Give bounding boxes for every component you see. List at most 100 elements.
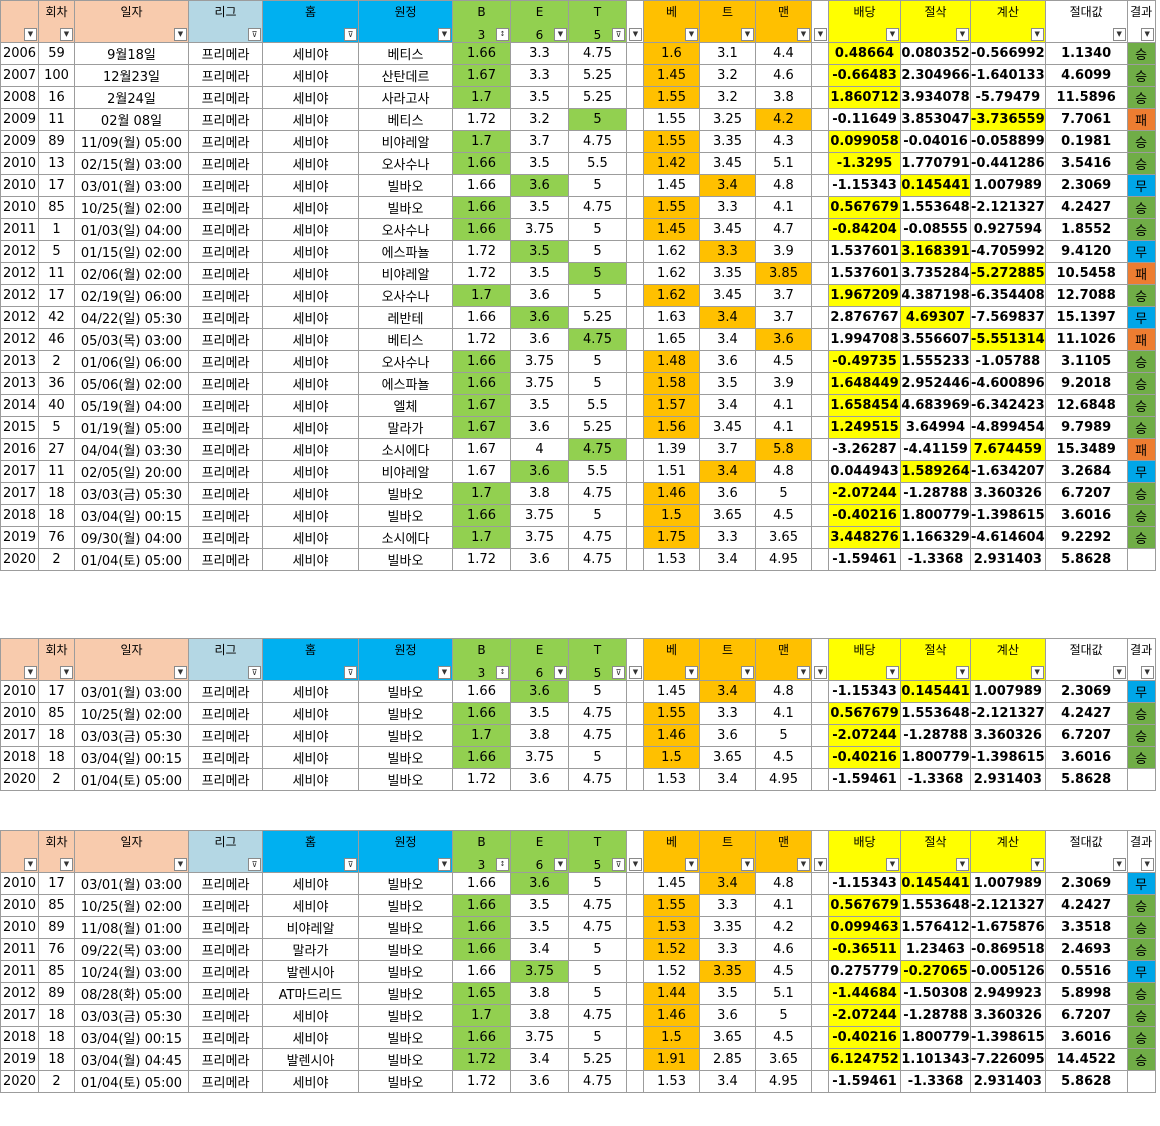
table-row[interactable]: 2010 85 10/25(월) 02:00 프리메라 세비야 빌바오 1.66 3.5 4.7… [0,196,1156,219]
chevron-down-icon[interactable]: ▼ [797,858,810,871]
chevron-down-icon[interactable]: ▼ [886,666,899,679]
table-row[interactable]: 2012 11 02/06(월) 02:00 프리메라 세비야 비야레알 1.72 3.5 5 1… [0,262,1156,285]
table-row[interactable]: 2017 18 03/03(금) 05:30 프리메라 세비야 빌바오 1.7 3.8 4.75… [0,724,1156,747]
chevron-down-icon[interactable]: ▼ [24,28,37,41]
header-bet-1[interactable]: 베 ▼ [643,0,700,43]
header-b[interactable]: B 3 ↕ [452,830,511,873]
chevron-down-icon[interactable]: ▼ [886,858,899,871]
chevron-down-icon[interactable]: ▼ [797,28,810,41]
table-row[interactable]: 2020 2 01/04(토) 05:00 프리메라 세비야 빌바오 1.72 3.6 4.75… [0,1070,1156,1093]
header-calc[interactable]: 계산 ▼ [970,0,1046,43]
table-row[interactable]: 2017 18 03/03(금) 05:30 프리메라 세비야 빌바오 1.7 3.8 4.75… [0,1004,1156,1027]
chevron-down-icon[interactable]: ▼ [554,666,567,679]
chevron-down-icon[interactable]: ▼ [1112,858,1126,871]
chevron-down-icon[interactable]: ▼ [685,666,698,679]
chevron-down-icon[interactable]: ▼ [24,858,37,871]
table-row[interactable]: 2009 89 11/09(월) 05:00 프리메라 세비야 비야레알 1.7 3.7 4.7… [0,130,1156,153]
table-row[interactable]: 2012 46 05/03(목) 03:00 프리메라 세비야 베티스 1.72 3.6 4.7… [0,328,1156,351]
chevron-down-icon[interactable]: ▼ [174,28,187,41]
header-away[interactable]: 원정 ▼ [358,638,453,681]
chevron-down-icon[interactable]: ▼ [685,858,698,871]
header-e[interactable]: E 6 ▼ [510,830,569,873]
header-t[interactable]: T 5 ⊽ [568,638,627,681]
header-cut[interactable]: 절삭 ▼ [900,830,971,873]
chevron-down-icon[interactable]: ▼ [1140,666,1154,679]
chevron-down-icon[interactable]: ▼ [438,28,451,41]
table-row[interactable]: 2018 18 03/04(일) 00:15 프리메라 세비야 빌바오 1.66 3.75 5 1… [0,746,1156,769]
header-bet-1[interactable]: 베 ▼ [643,830,700,873]
header-result[interactable]: 결과 ▼ [1126,830,1156,873]
table-row[interactable]: 2020 2 01/04(토) 05:00 프리메라 세비야 빌바오 1.72 3.6 4.75… [0,768,1156,791]
table-row[interactable]: 2014 40 05/19(월) 04:00 프리메라 세비야 엘체 1.67 3.5 5.5 1… [0,394,1156,417]
header-t[interactable]: T 5 ⊽ [568,830,627,873]
header-league[interactable]: 리그 ⊽ [188,638,263,681]
chevron-down-icon[interactable]: ▼ [1112,28,1126,41]
chevron-down-icon[interactable]: ▼ [741,28,754,41]
header-round[interactable]: 회차 ▼ [38,0,75,43]
header-home[interactable]: 홈 ⊽ [262,638,359,681]
header-absval[interactable]: 절대값 ▼ [1044,0,1128,43]
header-bet-3[interactable]: 맨 ▼ [755,0,812,43]
filter-icon[interactable]: ⊽ [612,666,625,679]
chevron-down-icon[interactable]: ▼ [60,28,73,41]
chevron-down-icon[interactable]: ▼ [438,666,451,679]
chevron-down-icon[interactable]: ▼ [1140,858,1154,871]
table-row[interactable]: 2019 18 03/04(월) 04:45 프리메라 발렌시아 빌바오 1.72 3.4 5.… [0,1048,1156,1071]
chevron-down-icon[interactable]: ▼ [174,666,187,679]
chevron-down-icon[interactable]: ▼ [741,858,754,871]
table-row[interactable]: 2009 11 02월 08일 프리메라 세비야 베티스 1.72 3.2 5 1.55 3.25 4… [0,108,1156,131]
table-row[interactable]: 2007 100 12월23일 프리메라 세비야 산탄데르 1.67 3.3 5.25 1.45 3… [0,64,1156,87]
chevron-down-icon[interactable]: ▼ [814,666,827,679]
chevron-down-icon[interactable]: ▼ [956,28,969,41]
sort-icon[interactable]: ↕ [496,28,509,41]
chevron-down-icon[interactable]: ▼ [1030,666,1044,679]
table-row[interactable]: 2018 18 03/04(일) 00:15 프리메라 세비야 빌바오 1.66 3.75 5 1… [0,1026,1156,1049]
header-round[interactable]: 회차 ▼ [38,638,75,681]
header-t[interactable]: T 5 ⊽ [568,0,627,43]
filter-icon[interactable]: ⊽ [344,28,357,41]
sort-icon[interactable]: ↕ [496,858,509,871]
table-row[interactable]: 2020 2 01/04(토) 05:00 프리메라 세비야 빌바오 1.72 3.6 4.75… [0,548,1156,571]
chevron-down-icon[interactable]: ▼ [629,28,642,41]
header-home[interactable]: 홈 ⊽ [262,830,359,873]
header-bet-2[interactable]: 트 ▼ [699,638,756,681]
chevron-down-icon[interactable]: ▼ [629,666,642,679]
chevron-down-icon[interactable]: ▼ [797,666,810,679]
header-b[interactable]: B 3 ↕ [452,0,511,43]
header-gap[interactable]: ▼ [811,830,829,873]
header-bet-1[interactable]: 베 ▼ [643,638,700,681]
filter-icon[interactable]: ⊽ [344,858,357,871]
table-row[interactable]: 2010 85 10/25(월) 02:00 프리메라 세비야 빌바오 1.66 3.5 4.7… [0,894,1156,917]
table-row[interactable]: 2006 59 9월18일 프리메라 세비야 베티스 1.66 3.3 4.75 1.6 3.1 4.… [0,42,1156,65]
table-row[interactable]: 2018 18 03/04(일) 00:15 프리메라 세비야 빌바오 1.66 3.75 5 1… [0,504,1156,527]
chevron-down-icon[interactable]: ▼ [60,858,73,871]
filter-icon[interactable]: ⊽ [248,28,261,41]
filter-icon[interactable]: ⊽ [248,666,261,679]
header-dividend[interactable]: 배당 ▼ [828,0,901,43]
chevron-down-icon[interactable]: ▼ [1140,28,1154,41]
header-home[interactable]: 홈 ⊽ [262,0,359,43]
table-row[interactable]: 2012 42 04/22(일) 05:30 프리메라 세비야 레반테 1.66 3.6 5.2… [0,306,1156,329]
header-result[interactable]: 결과 ▼ [1126,0,1156,43]
filter-icon[interactable]: ⊽ [344,666,357,679]
table-row[interactable]: 2010 17 03/01(월) 03:00 프리메라 세비야 빌바오 1.66 3.6 5 1.… [0,174,1156,197]
header-cut[interactable]: 절삭 ▼ [900,638,971,681]
header-result[interactable]: 결과 ▼ [1126,638,1156,681]
table-row[interactable]: 2017 18 03/03(금) 05:30 프리메라 세비야 빌바오 1.7 3.8 4.75… [0,482,1156,505]
chevron-down-icon[interactable]: ▼ [1030,858,1044,871]
table-row[interactable]: 2010 17 03/01(월) 03:00 프리메라 세비야 빌바오 1.66 3.6 5 1.… [0,872,1156,895]
header-gap[interactable]: ▼ [811,638,829,681]
header-bet-2[interactable]: 트 ▼ [699,830,756,873]
header-e[interactable]: E 6 ▼ [510,638,569,681]
table-row[interactable]: 2011 1 01/03(일) 04:00 프리메라 세비야 오사수나 1.66 3.75 5 1… [0,218,1156,241]
header-absval[interactable]: 절대값 ▼ [1044,830,1128,873]
chevron-down-icon[interactable]: ▼ [174,858,187,871]
header-gap[interactable]: ▼ [626,830,644,873]
chevron-down-icon[interactable]: ▼ [1112,666,1126,679]
header-round[interactable]: 회차 ▼ [38,830,75,873]
header-gap[interactable]: ▼ [626,638,644,681]
chevron-down-icon[interactable]: ▼ [60,666,73,679]
table-row[interactable]: 2013 2 01/06(일) 06:00 프리메라 세비야 오사수나 1.66 3.75 5 1… [0,350,1156,373]
header-season[interactable]: ▼ [0,0,39,43]
header-away[interactable]: 원정 ▼ [358,0,453,43]
